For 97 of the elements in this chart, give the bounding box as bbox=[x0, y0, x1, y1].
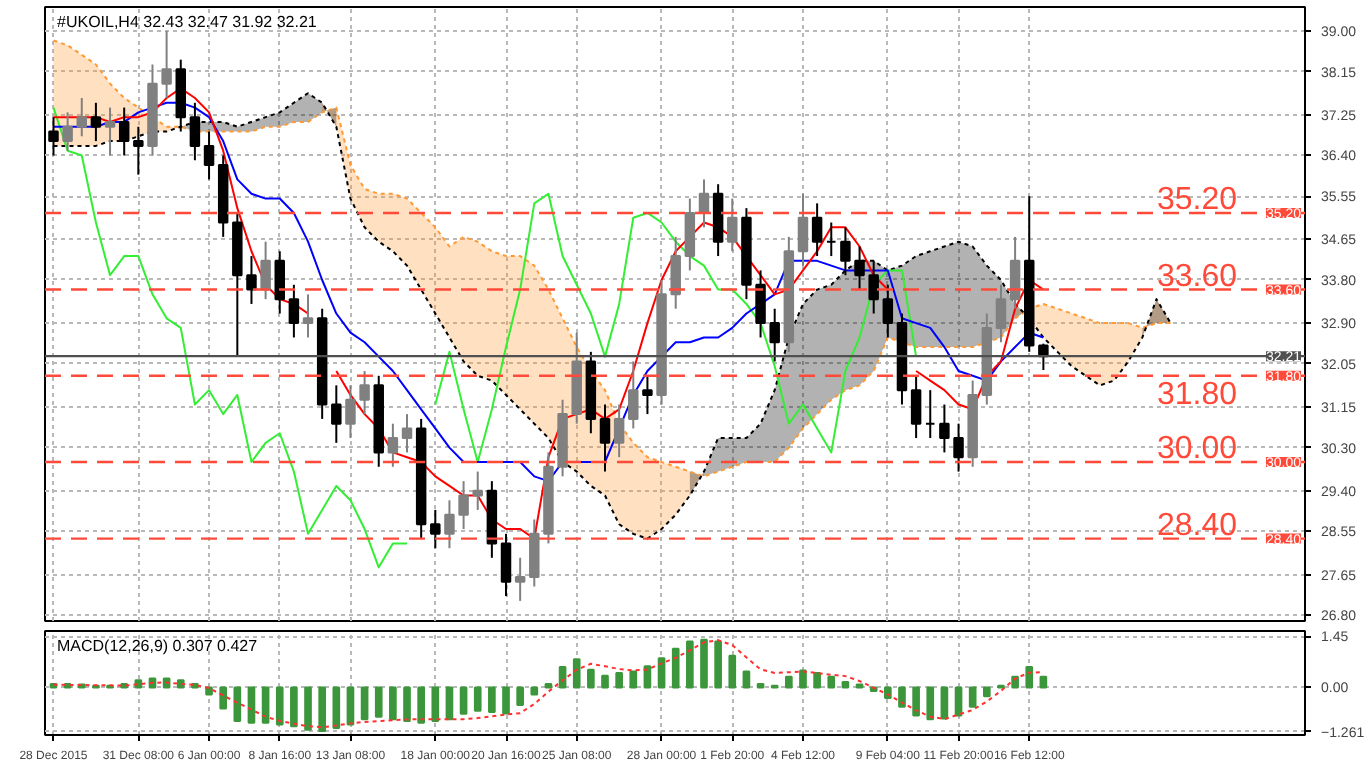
bar bbox=[629, 670, 638, 689]
candlestick bbox=[387, 422, 399, 468]
candlestick bbox=[684, 197, 696, 272]
candlestick bbox=[613, 403, 625, 459]
bar bbox=[728, 654, 737, 689]
candlestick bbox=[246, 255, 257, 305]
bar bbox=[898, 686, 906, 708]
candlestick bbox=[260, 240, 271, 301]
bar bbox=[1039, 675, 1048, 689]
candlestick bbox=[203, 130, 215, 181]
candlestick bbox=[811, 202, 823, 258]
candlestick bbox=[599, 403, 611, 473]
bar bbox=[968, 686, 977, 708]
candlestick bbox=[331, 384, 342, 444]
bar bbox=[502, 686, 510, 715]
candlestick bbox=[642, 374, 653, 416]
candlestick bbox=[345, 384, 356, 440]
line-series bbox=[52, 639, 1045, 729]
candlestick bbox=[797, 192, 809, 267]
candlestick bbox=[133, 125, 144, 176]
candlestick bbox=[670, 235, 681, 310]
bar bbox=[841, 681, 850, 689]
ref-line-label: 31.80 bbox=[1156, 377, 1238, 412]
candlestick bbox=[90, 101, 102, 143]
candlestick bbox=[755, 269, 766, 339]
candlestick bbox=[401, 413, 413, 454]
bar bbox=[261, 686, 270, 724]
bar bbox=[304, 686, 312, 731]
bar bbox=[827, 675, 836, 689]
bar bbox=[219, 686, 228, 710]
bar bbox=[615, 671, 623, 689]
text: 35.20 bbox=[1156, 182, 1238, 217]
candlestick bbox=[840, 226, 851, 277]
candlestick bbox=[910, 374, 922, 440]
bar bbox=[516, 686, 524, 707]
bar bbox=[912, 686, 920, 717]
bar bbox=[374, 686, 383, 718]
bar bbox=[403, 686, 411, 722]
bar bbox=[445, 686, 454, 721]
candlestick bbox=[514, 556, 526, 602]
bar bbox=[459, 686, 468, 715]
candlestick bbox=[500, 532, 512, 598]
candlestick bbox=[882, 283, 894, 339]
bar bbox=[954, 686, 963, 717]
candlestick bbox=[995, 283, 1007, 344]
candlestick bbox=[104, 106, 116, 157]
bar bbox=[572, 658, 581, 689]
bar bbox=[275, 686, 284, 726]
candlestick bbox=[288, 283, 300, 339]
bar bbox=[1025, 665, 1034, 689]
candlestick bbox=[430, 508, 441, 550]
bar bbox=[431, 686, 440, 722]
chart-title: MACD(12,26,9) 0.307 0.427 bbox=[57, 637, 259, 655]
bar bbox=[714, 640, 722, 689]
bar bbox=[530, 686, 539, 696]
bar bbox=[813, 671, 821, 689]
line-series bbox=[52, 101, 1045, 483]
text: 30.00 bbox=[1156, 431, 1238, 466]
candlestick bbox=[854, 245, 865, 291]
bar bbox=[473, 686, 482, 712]
bar bbox=[290, 686, 298, 728]
candlestick bbox=[769, 307, 780, 363]
candlestick bbox=[274, 250, 285, 315]
bar bbox=[926, 686, 935, 721]
bar bbox=[332, 686, 341, 729]
bar bbox=[247, 686, 256, 724]
candlestick bbox=[529, 518, 540, 588]
chart-title: #UKOIL,H4 32.43 32.47 31.92 32.21 bbox=[57, 13, 318, 31]
candlestick bbox=[727, 197, 738, 253]
bar bbox=[587, 668, 595, 689]
candlestick bbox=[359, 369, 370, 416]
candlestick bbox=[868, 259, 879, 315]
bar bbox=[686, 640, 694, 689]
bar bbox=[982, 686, 991, 698]
bar bbox=[671, 647, 680, 689]
candlestick bbox=[76, 97, 88, 138]
candlestick bbox=[939, 403, 950, 454]
bar bbox=[233, 686, 242, 722]
bar bbox=[417, 686, 425, 724]
bar bbox=[785, 675, 793, 689]
candlestick bbox=[953, 422, 964, 473]
candlestick bbox=[189, 101, 201, 162]
candlestick bbox=[302, 293, 314, 339]
text: 33.60 bbox=[1156, 259, 1238, 294]
bar bbox=[940, 686, 949, 720]
bar bbox=[799, 669, 807, 689]
candlestick bbox=[712, 183, 724, 258]
bar bbox=[488, 686, 496, 714]
bar bbox=[318, 686, 326, 733]
bar bbox=[700, 638, 708, 689]
bar bbox=[389, 686, 397, 721]
candlestick bbox=[62, 111, 73, 152]
bar bbox=[601, 674, 609, 689]
candlestick bbox=[118, 106, 130, 157]
text: 28.40 bbox=[1156, 508, 1238, 543]
candlestick bbox=[628, 360, 639, 430]
bar bbox=[360, 686, 369, 721]
